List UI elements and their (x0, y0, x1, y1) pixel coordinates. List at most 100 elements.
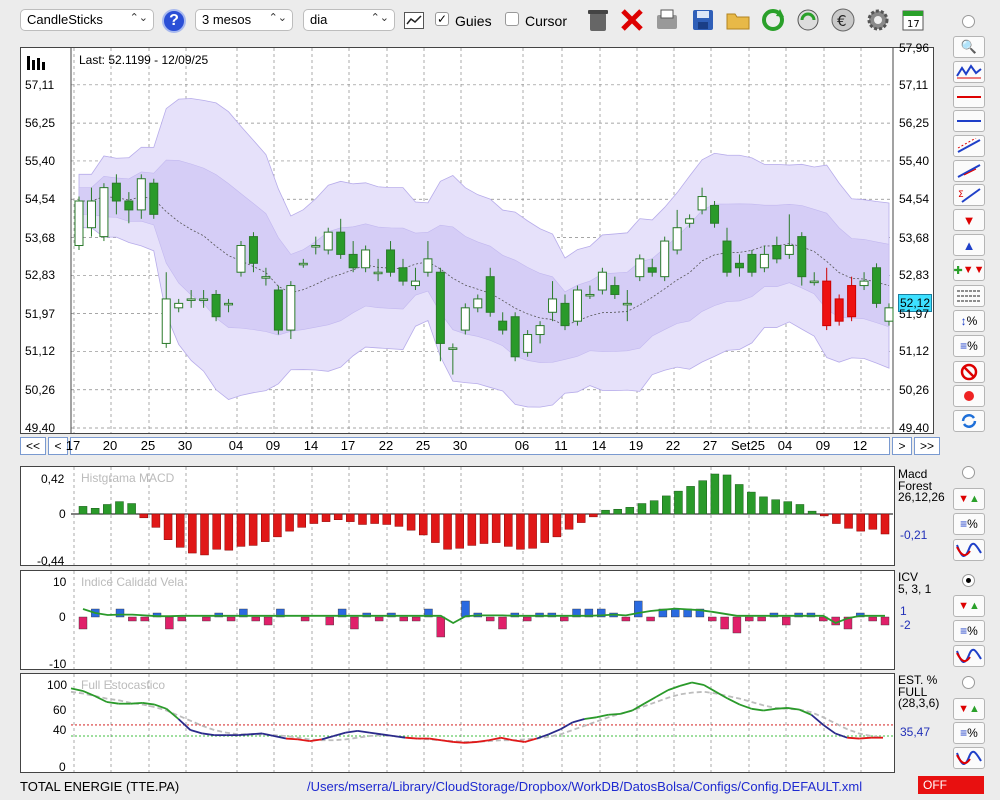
icv-bar (522, 616, 532, 622)
macd-bar (151, 513, 161, 528)
x-axis-label: 20 (102, 438, 118, 453)
y-top-partial-label: 57,96 (898, 41, 929, 55)
nav-last-button[interactable]: >> (914, 437, 940, 455)
reload-icon[interactable] (953, 410, 985, 432)
stoch-panel-radio[interactable] (962, 676, 975, 689)
grid-lines-icon[interactable] (953, 285, 985, 307)
icv-panel-radio[interactable] (962, 574, 975, 587)
stoch-panel[interactable]: Full Estocastico 100 60 40 0 (20, 673, 895, 773)
candle-body (435, 271, 445, 344)
chart-type-select[interactable]: CandleSticks ⌃⌄ (20, 9, 154, 31)
macd-panel[interactable]: Histgrama MACD 0,42 0 -0,44 (20, 466, 895, 567)
open-folder-icon[interactable] (723, 5, 753, 35)
stoch-main-segment (453, 741, 466, 744)
scale-percent-icon[interactable]: ↕% (953, 310, 985, 332)
stoch-main-segment (106, 701, 119, 705)
stoch-lines-percent-icon[interactable]: ≡% (953, 722, 985, 744)
stoch-main-segment (822, 724, 836, 735)
icv-lines-percent-icon[interactable]: ≡% (953, 620, 985, 642)
price-y-label-right: 52,83 (899, 268, 930, 283)
candle-body (510, 316, 520, 358)
icv-bar (572, 608, 581, 618)
candle-body (523, 334, 533, 353)
arrow-down-icon[interactable]: ▼ (953, 209, 985, 231)
stoch-main-segment (202, 732, 215, 737)
price-panel-radio[interactable] (962, 15, 975, 28)
channel-line-icon[interactable] (953, 135, 985, 157)
help-icon[interactable]: ? (162, 9, 186, 33)
icv-panel[interactable]: Indice Calidad Vela 10 0 -10 (20, 570, 895, 670)
price-y-label-left: 55,40 (25, 153, 56, 168)
candle-body (348, 253, 358, 269)
no-entry-icon[interactable] (953, 361, 985, 383)
price-panel[interactable]: Last: 52.1199 - 12/09/25 57,96 52,12 57,… (20, 42, 934, 435)
arrow-up-icon[interactable]: ▲ (953, 234, 985, 256)
interval-select[interactable]: dia ⌃⌄ (303, 9, 395, 31)
chevron-updown-icon: ⌃⌄ (268, 12, 287, 24)
x-axis-scrollbar[interactable] (70, 437, 890, 455)
nav-first-button[interactable]: << (20, 437, 46, 455)
trash-icon[interactable] (583, 5, 613, 35)
config-path-link[interactable]: /Users/mserra/Library/CloudStorage/Dropb… (307, 779, 863, 794)
macd-bar (540, 513, 550, 543)
macd-bar (443, 513, 452, 550)
record-icon[interactable] (953, 385, 985, 407)
interval-value: dia (310, 12, 328, 27)
candle-body (199, 298, 209, 301)
macd-panel-radio[interactable] (962, 466, 975, 479)
add-arrows-icon[interactable]: ✚ ▼▼ (953, 259, 985, 281)
price-y-label-left: 53,68 (25, 230, 56, 245)
stoch-params: (28,3,6) (898, 696, 940, 710)
guies-checkbox[interactable]: ✓ (435, 12, 449, 26)
macd-y-zero: 0 (59, 507, 66, 521)
icv-move-icon[interactable]: ▼ ▲ (953, 595, 985, 617)
delete-icon[interactable] (617, 5, 647, 35)
print-icon[interactable] (652, 5, 682, 35)
calendar-icon[interactable]: 17 (898, 5, 928, 35)
macd-bar (321, 513, 331, 522)
nav-prev-button[interactable]: < (48, 437, 68, 455)
trend-line-icon[interactable] (953, 160, 985, 182)
x-axis-label: 09 (265, 438, 281, 453)
lines-percent-icon[interactable]: ≡% (953, 335, 985, 357)
icv-bar (177, 616, 186, 622)
chart-window-icon[interactable] (404, 12, 424, 29)
macd-bar (333, 513, 343, 520)
macd-lines-percent-icon[interactable]: ≡% (953, 513, 985, 535)
candle-body (685, 218, 695, 224)
candle-body (86, 200, 96, 229)
euro-icon[interactable]: € (828, 5, 858, 35)
off-toggle[interactable]: OFF (918, 776, 984, 794)
horizontal-blue-line-icon[interactable] (953, 110, 985, 132)
bollinger-midline (79, 196, 890, 327)
refresh-icon[interactable] (758, 5, 788, 35)
sync-icon[interactable] (793, 5, 823, 35)
fibonacci-icon[interactable]: Σ (953, 184, 985, 206)
stoch-oscillator-icon[interactable] (953, 747, 985, 769)
icv-oscillator-icon[interactable] (953, 645, 985, 667)
macd-move-icon[interactable]: ▼ ▲ (953, 488, 985, 510)
stoch-main-segment (655, 689, 669, 698)
gear-icon[interactable] (863, 5, 893, 35)
stoch-move-icon[interactable]: ▼ ▲ (953, 698, 985, 720)
candle-body (410, 280, 420, 287)
save-icon[interactable] (688, 5, 718, 35)
volume-bars-icon[interactable] (27, 54, 47, 73)
zoom-icon[interactable]: 🔍 (953, 36, 985, 58)
nav-next-button[interactable]: > (892, 437, 912, 455)
stoch-signal-line (70, 690, 884, 743)
stoch-main-segment (321, 735, 334, 741)
x-axis-label: 30 (177, 438, 193, 453)
macd-bar (698, 480, 707, 515)
period-select[interactable]: 3 mesos ⌃⌄ (195, 9, 293, 31)
candle-body (498, 320, 508, 331)
candle-body (460, 307, 470, 331)
chart-overlay-icon[interactable] (953, 61, 985, 83)
stoch-main-segment (691, 681, 705, 686)
candle-body (448, 347, 458, 350)
cursor-checkbox[interactable] (505, 12, 519, 26)
horizontal-red-line-icon[interactable] (953, 86, 985, 108)
candle-body (697, 196, 707, 211)
macd-oscillator-icon[interactable] (953, 539, 985, 561)
macd-bar (856, 513, 865, 532)
